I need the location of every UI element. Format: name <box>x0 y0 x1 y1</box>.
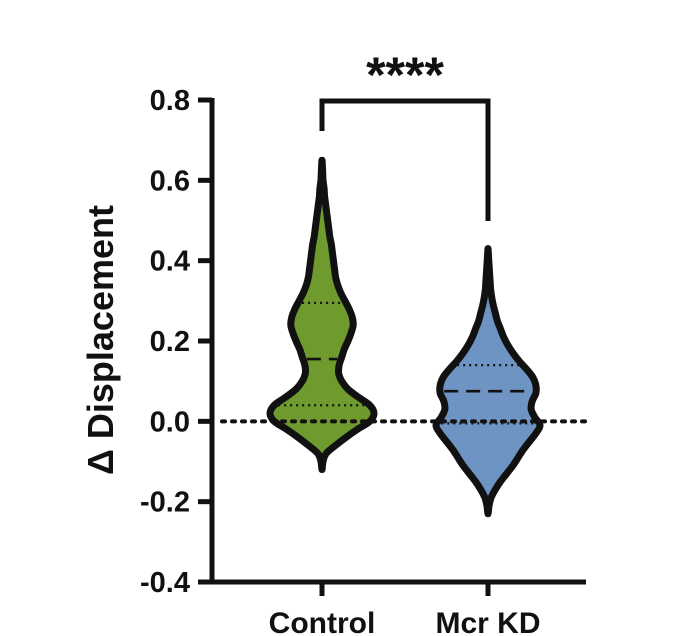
violins-layer <box>266 156 544 518</box>
significance-bracket <box>319 98 491 221</box>
significance-label: **** <box>366 47 444 103</box>
x-tick-label: Control <box>269 607 376 636</box>
y-tick-label: 0.4 <box>150 246 190 278</box>
y-tick-label: 0.0 <box>150 406 190 438</box>
violin-control <box>266 156 378 474</box>
significance-bracket-group: **** <box>319 47 491 221</box>
y-tick-label: 0.6 <box>150 165 190 197</box>
y-tick-label: -0.4 <box>140 567 190 599</box>
violin-body <box>432 245 544 518</box>
violin-mcr-kd <box>432 245 544 518</box>
y-tick-label: 0.2 <box>150 326 190 358</box>
y-tick-label: 0.8 <box>150 85 190 117</box>
y-tick-label: -0.2 <box>140 487 190 519</box>
y-axis-title: Δ Displacement <box>80 205 121 475</box>
violin-body <box>266 156 378 474</box>
x-tick-label: Mcr KD <box>435 607 540 636</box>
y-axis: 0.8 0.6 0.4 0.2 0.0 -0.2 -0.4 <box>140 85 215 599</box>
x-axis: Control Mcr KD <box>210 579 586 636</box>
